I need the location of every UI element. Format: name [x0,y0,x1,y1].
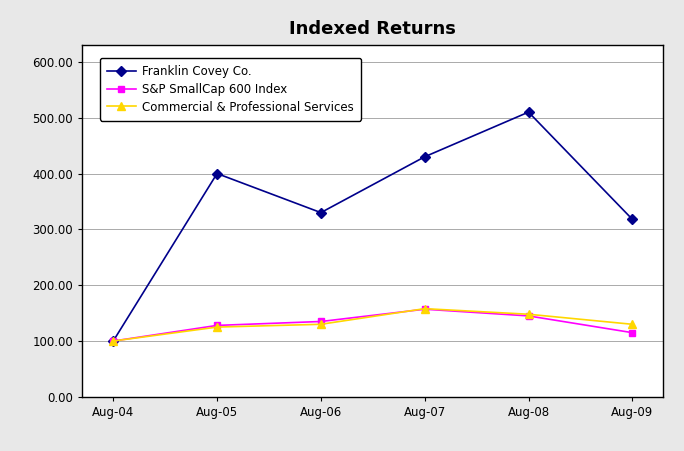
Commercial & Professional Services [628,322,636,327]
Commercial & Professional Services [421,306,429,311]
Line: Franklin Covey Co.: Franklin Covey Co. [109,109,636,345]
S&P SmallCap 600 Index [628,330,636,336]
S&P SmallCap 600 Index [525,313,533,318]
Franklin Covey Co. [109,338,118,344]
Commercial & Professional Services [317,322,325,327]
Franklin Covey Co. [525,110,533,115]
Commercial & Professional Services [213,324,221,330]
Legend: Franklin Covey Co., S&P SmallCap 600 Index, Commercial & Professional Services: Franklin Covey Co., S&P SmallCap 600 Ind… [100,58,361,121]
Line: S&P SmallCap 600 Index: S&P SmallCap 600 Index [109,306,636,345]
Franklin Covey Co. [628,216,636,222]
S&P SmallCap 600 Index [317,319,325,324]
Commercial & Professional Services [525,312,533,317]
Title: Indexed Returns: Indexed Returns [289,20,456,38]
Commercial & Professional Services [109,338,118,344]
S&P SmallCap 600 Index [213,323,221,328]
S&P SmallCap 600 Index [109,338,118,344]
Franklin Covey Co. [213,171,221,176]
S&P SmallCap 600 Index [421,307,429,312]
Line: Commercial & Professional Services: Commercial & Professional Services [109,304,637,345]
Franklin Covey Co. [317,210,325,215]
Franklin Covey Co. [421,154,429,160]
